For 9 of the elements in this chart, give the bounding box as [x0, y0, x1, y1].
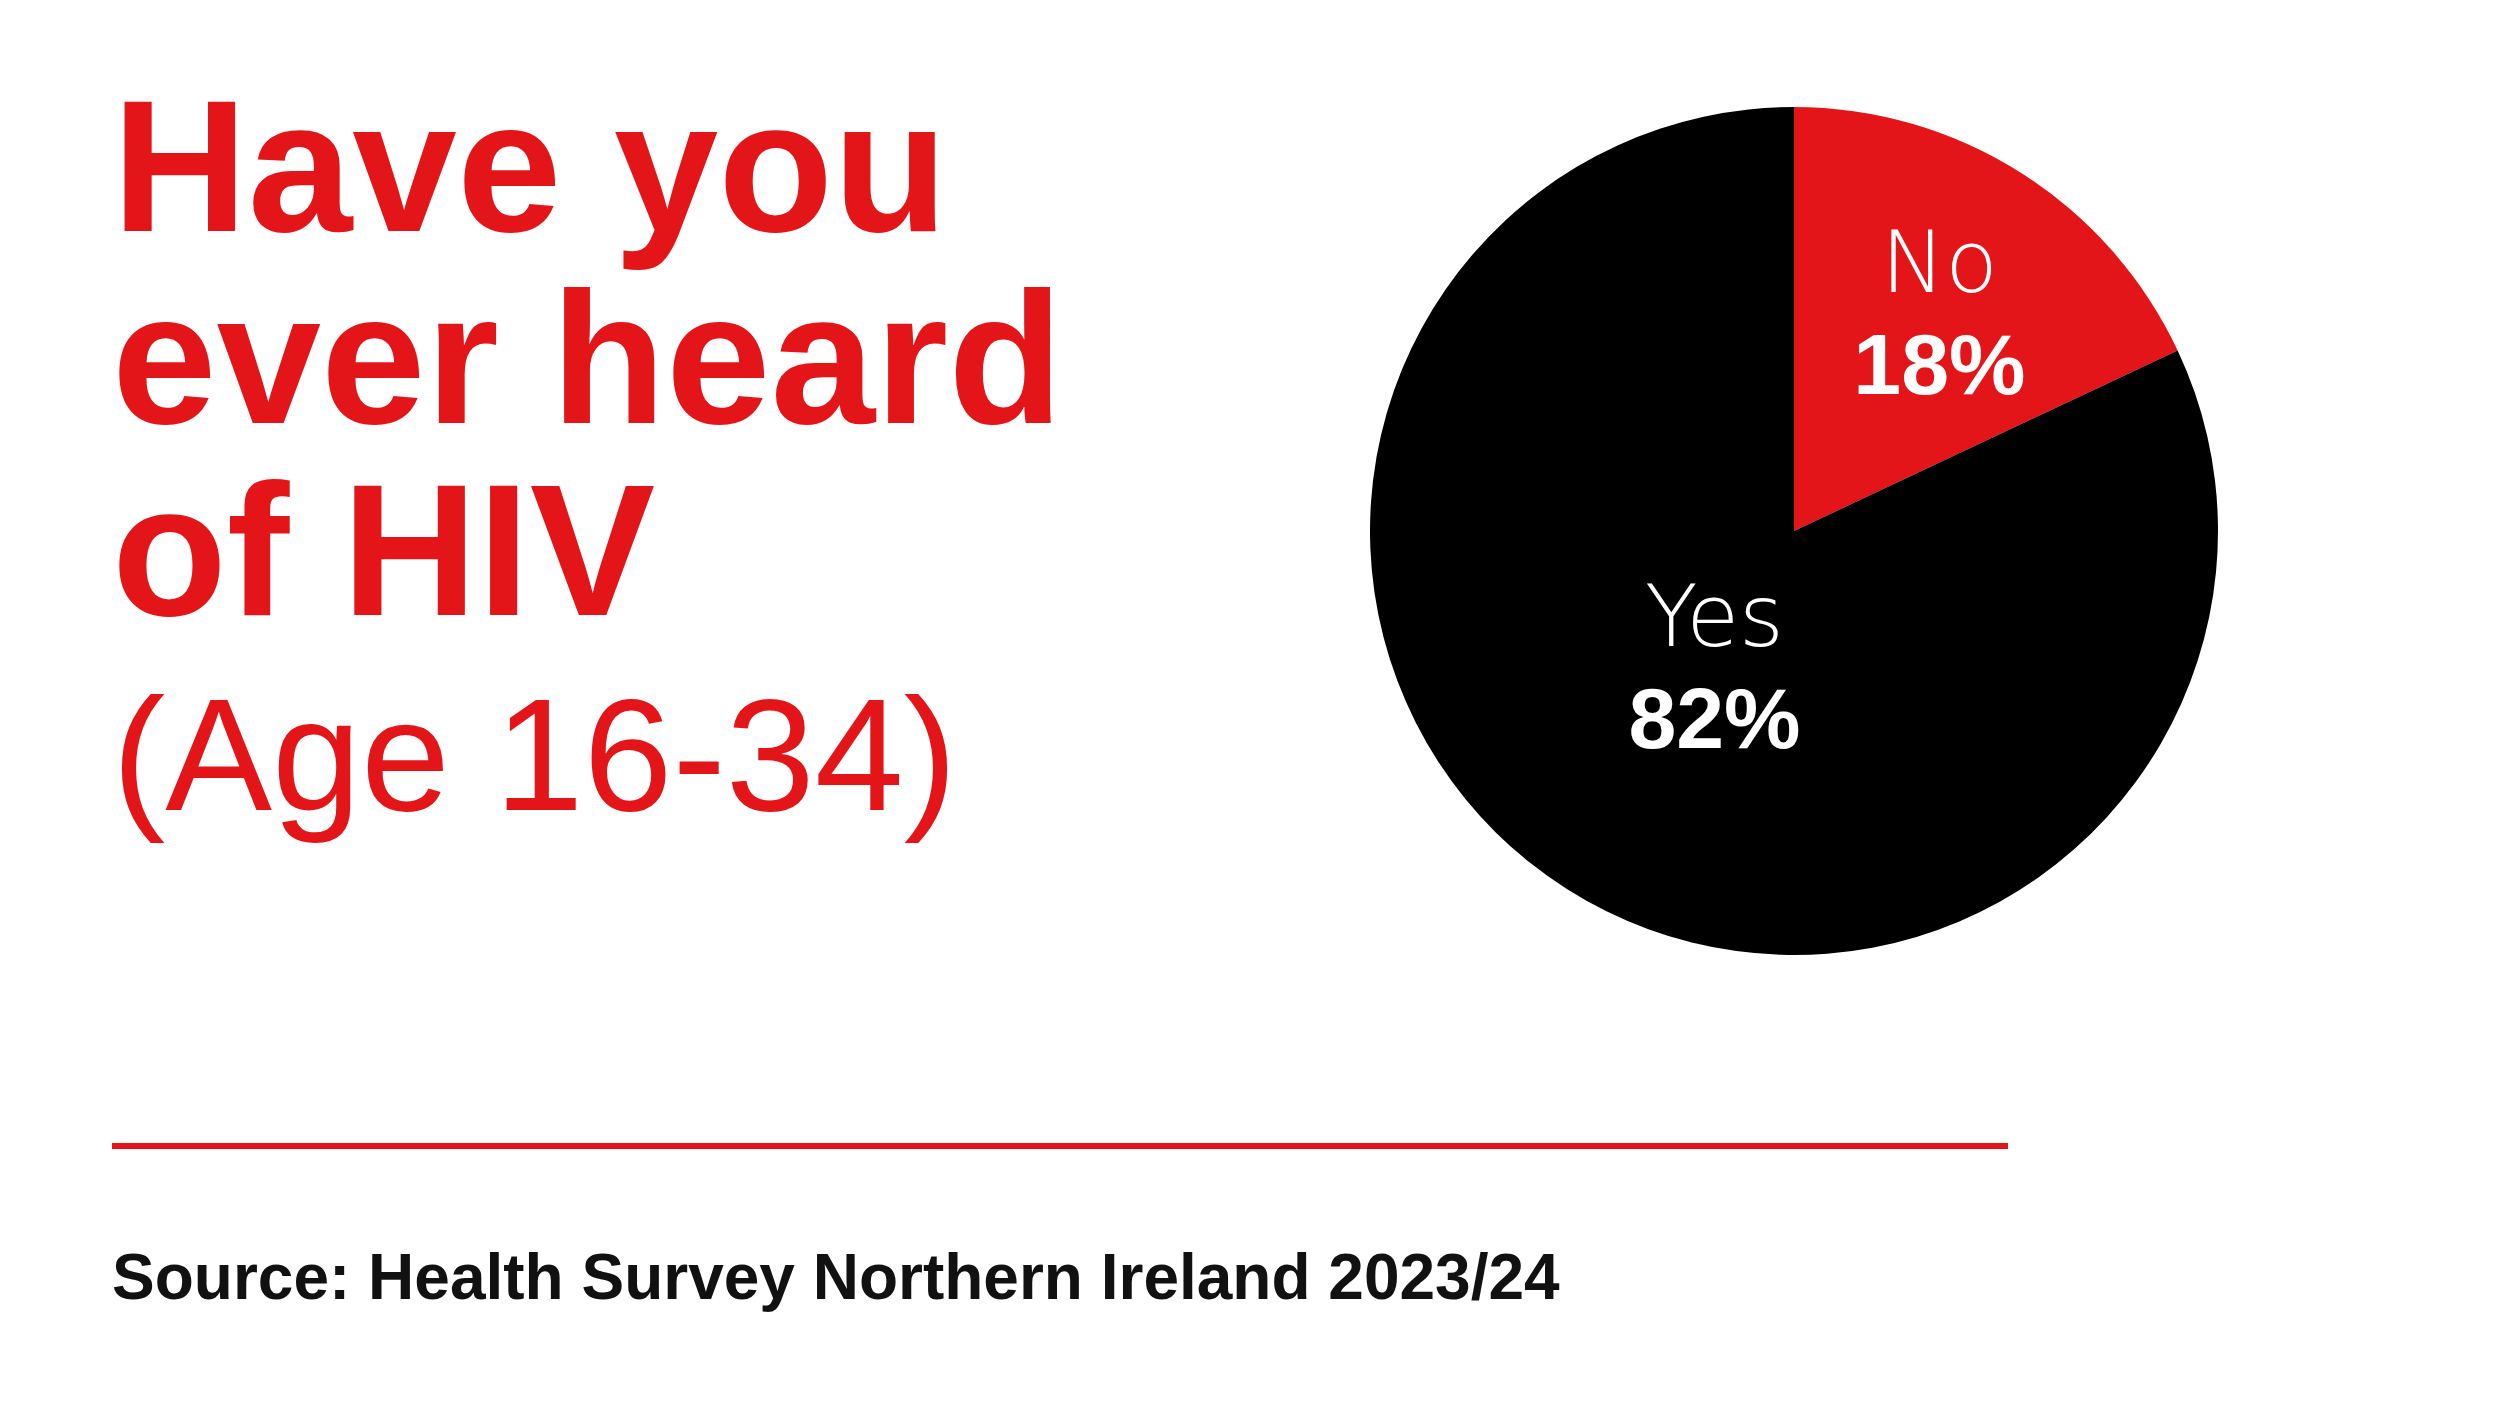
source-note: Source: Health Survey Northern Ireland 2023/24 — [112, 1240, 1560, 1314]
slice-label: Yes — [1645, 566, 1784, 667]
data-label: 18% — [1853, 315, 2026, 412]
slice-label: No — [1880, 211, 1998, 312]
data-label: 82% — [1628, 670, 1801, 767]
text: (Age 16-34) — [112, 665, 957, 845]
pie-slice — [1370, 107, 2218, 955]
pie-slice — [1794, 107, 2178, 531]
text: Have you ever heard of HIV — [112, 61, 1064, 655]
